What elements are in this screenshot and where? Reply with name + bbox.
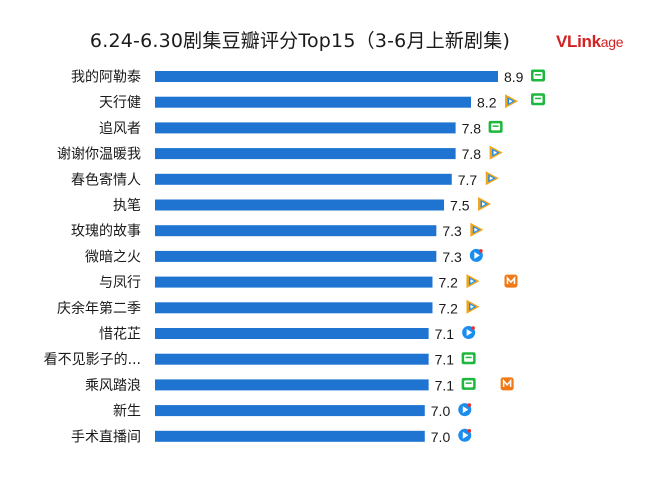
bar bbox=[155, 199, 445, 211]
value-label: 8.9 bbox=[504, 69, 524, 85]
bar bbox=[155, 225, 437, 237]
bar bbox=[155, 250, 437, 262]
bar bbox=[155, 302, 433, 314]
tencent-icon bbox=[489, 145, 503, 160]
value-label: 7.1 bbox=[435, 326, 455, 342]
bar bbox=[155, 405, 425, 417]
value-label: 7.1 bbox=[435, 352, 455, 368]
bar bbox=[155, 328, 429, 339]
iqiyi-icon bbox=[531, 93, 546, 106]
category-label: 天行健 bbox=[99, 95, 141, 111]
bar bbox=[155, 148, 456, 160]
youku-icon bbox=[469, 248, 483, 262]
bar bbox=[155, 122, 456, 134]
value-label: 7.3 bbox=[442, 249, 462, 265]
value-label: 7.2 bbox=[438, 275, 458, 291]
bar bbox=[155, 379, 429, 391]
tencent-icon bbox=[466, 299, 480, 314]
category-label: 我的阿勒泰 bbox=[71, 70, 141, 86]
value-label: 7.8 bbox=[462, 120, 482, 136]
vlinkage-logo: VLinkage bbox=[556, 32, 624, 52]
tencent-icon bbox=[505, 94, 519, 109]
mango-icon bbox=[500, 377, 514, 391]
iqiyi-icon bbox=[531, 69, 545, 82]
logo-rest: age bbox=[600, 34, 624, 50]
tencent-icon bbox=[470, 222, 484, 237]
value-label: 8.2 bbox=[477, 95, 497, 111]
chart-title: 6.24-6.30剧集豆瓣评分Top15（3-6月上新剧集) bbox=[89, 30, 511, 52]
category-label: 谢谢你温暖我 bbox=[57, 147, 141, 163]
tencent-icon bbox=[466, 274, 480, 289]
youku-icon bbox=[462, 326, 476, 339]
value-label: 7.8 bbox=[462, 146, 482, 162]
logo-main: VLink bbox=[556, 32, 601, 51]
value-label: 7.2 bbox=[438, 300, 458, 316]
mango-icon bbox=[504, 274, 518, 288]
value-label: 7.3 bbox=[442, 223, 462, 239]
category-label: 春色寄情人 bbox=[71, 171, 141, 188]
bar bbox=[155, 71, 498, 82]
category-label: 玫瑰的故事 bbox=[71, 224, 141, 240]
iqiyi-icon bbox=[461, 352, 476, 365]
category-label: 新生 bbox=[113, 404, 141, 420]
category-label: 乘风踏浪 bbox=[85, 378, 141, 394]
bar bbox=[155, 96, 472, 108]
value-label: 7.7 bbox=[458, 172, 478, 188]
value-label: 7.0 bbox=[431, 429, 451, 445]
category-label: 惜花芷 bbox=[99, 327, 141, 343]
category-label: 与凤行 bbox=[99, 275, 141, 291]
value-label: 7.0 bbox=[431, 403, 451, 419]
bar bbox=[155, 173, 452, 185]
value-label: 7.5 bbox=[450, 198, 470, 214]
value-label: 7.1 bbox=[435, 377, 455, 393]
category-label: 看不见影子的... bbox=[44, 352, 141, 368]
bar bbox=[155, 276, 433, 288]
category-label: 微暗之火 bbox=[85, 249, 141, 265]
iqiyi-icon bbox=[488, 120, 503, 133]
youku-icon bbox=[458, 428, 472, 442]
youku-icon bbox=[458, 403, 472, 417]
tencent-icon bbox=[478, 197, 492, 211]
category-label: 追风者 bbox=[99, 121, 141, 137]
category-label: 手术直播间 bbox=[71, 428, 141, 445]
bar bbox=[155, 353, 429, 365]
category-label: 执笔 bbox=[113, 198, 141, 214]
iqiyi-icon bbox=[461, 377, 476, 390]
category-label: 庆余年第二季 bbox=[57, 300, 141, 317]
bar bbox=[155, 430, 425, 442]
tencent-icon bbox=[485, 171, 499, 186]
